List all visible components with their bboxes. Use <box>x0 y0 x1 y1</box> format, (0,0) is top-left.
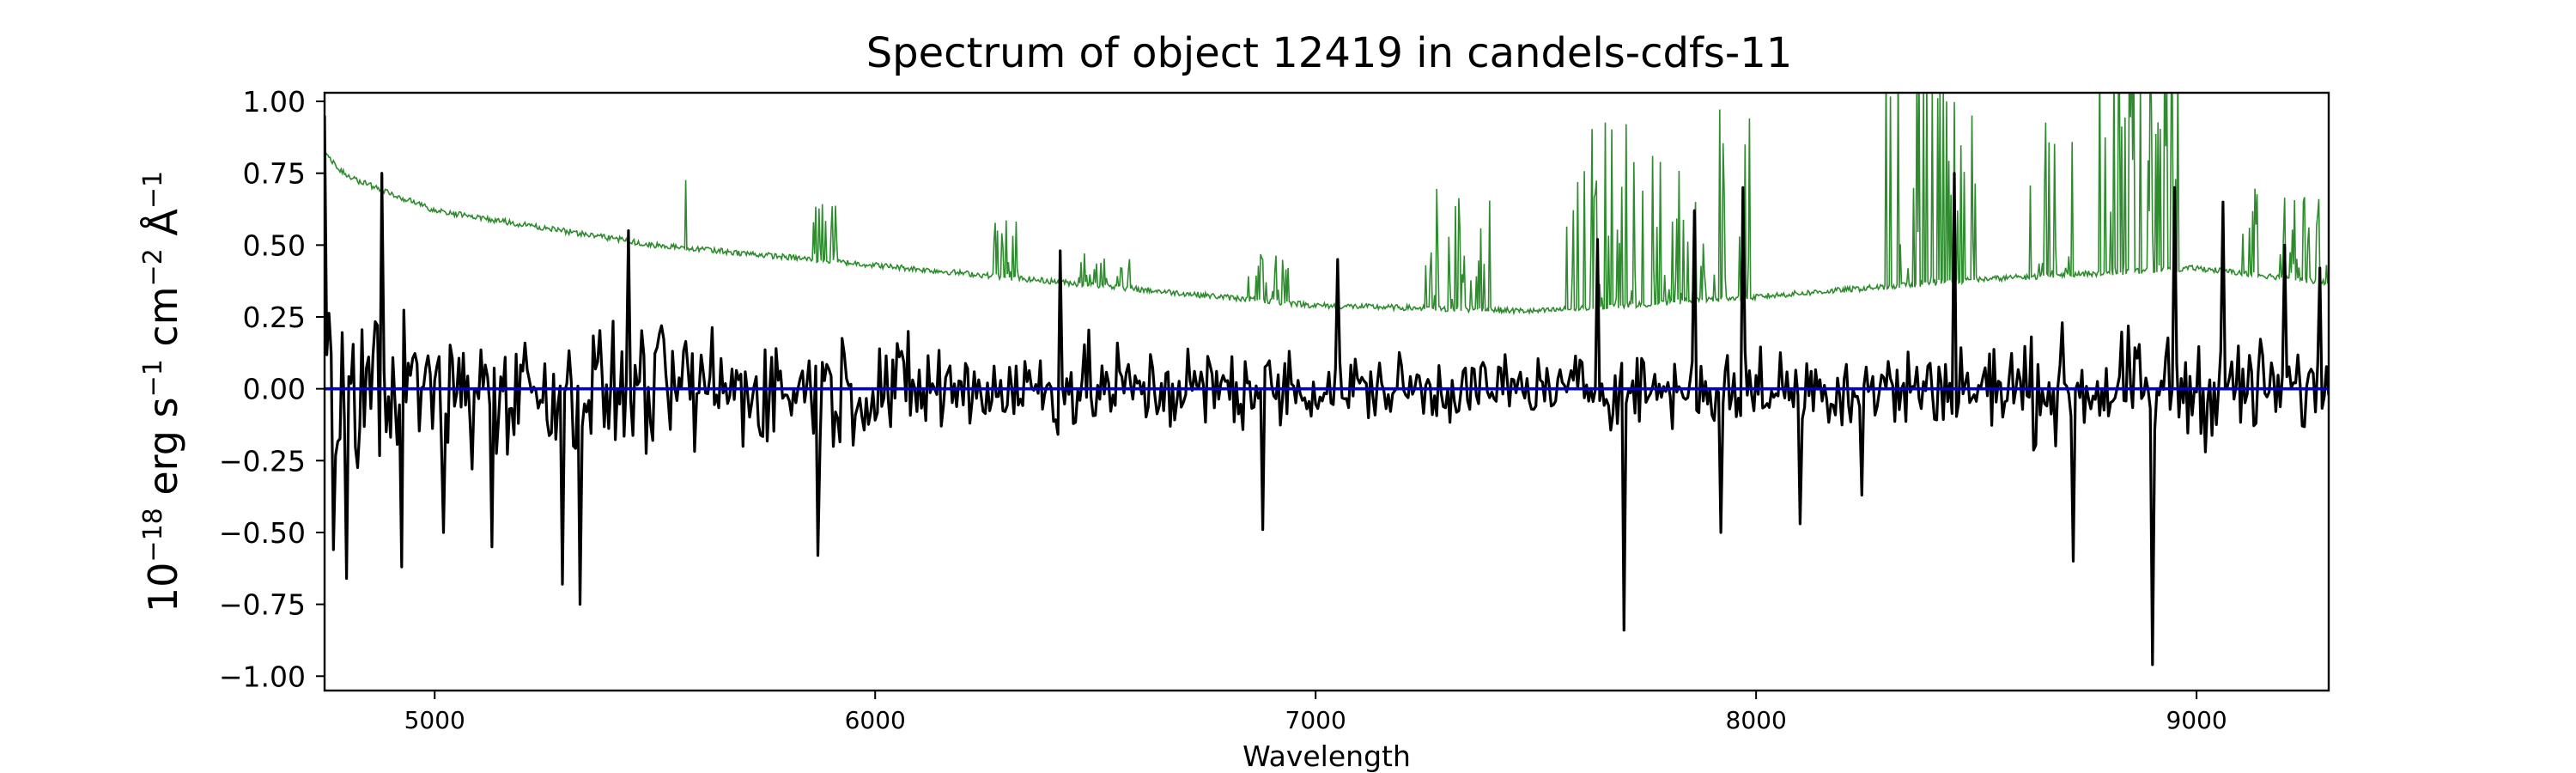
y-tick-label: −1.00 <box>219 660 306 693</box>
x-tick-label: 7000 <box>1285 706 1346 734</box>
x-axis: 5000 6000 7000 8000 9000 <box>404 691 2227 734</box>
plot-frame <box>323 91 2330 692</box>
y-tick-label: 0.25 <box>243 301 306 334</box>
chart-title: Spectrum of object 12419 in candels-cdfs… <box>866 29 1793 77</box>
x-tick-label: 8000 <box>1726 706 1787 734</box>
y-tick-label: 0.00 <box>243 373 306 406</box>
y-label-erg: erg s <box>140 397 186 508</box>
y-tick-label: −0.50 <box>219 516 306 550</box>
y-tick-label: 1.00 <box>243 85 306 119</box>
y-label-exp1: −18 <box>138 508 168 562</box>
y-tick-label: −0.75 <box>219 588 306 622</box>
y-axis-label: 10−18 erg s−1 cm−2 Å−1 <box>138 171 186 612</box>
y-tick-label: −0.25 <box>219 444 306 478</box>
x-axis-label: Wavelength <box>1242 740 1411 773</box>
x-tick-label: 9000 <box>2166 706 2227 734</box>
y-label-exp4: −1 <box>138 171 168 209</box>
y-axis: 1.00 0.75 0.50 0.25 0.00 −0.25 −0.50 −0.75 −1.00 <box>219 85 325 693</box>
x-tick-label: 5000 <box>404 706 465 734</box>
flux-spectrum-line <box>325 115 2329 666</box>
y-tick-label: 0.50 <box>243 228 306 262</box>
y-label-exp3: −2 <box>138 248 168 286</box>
y-label-exp2: −1 <box>138 359 168 397</box>
error-spectrum-line <box>325 93 2329 316</box>
y-label-a: Å <box>140 209 186 249</box>
y-tick-label: 0.75 <box>243 157 306 191</box>
y-label-cm: cm <box>140 286 186 359</box>
plot-area <box>323 91 2330 692</box>
y-label-base: 10 <box>140 563 186 613</box>
x-tick-label: 6000 <box>845 706 906 734</box>
